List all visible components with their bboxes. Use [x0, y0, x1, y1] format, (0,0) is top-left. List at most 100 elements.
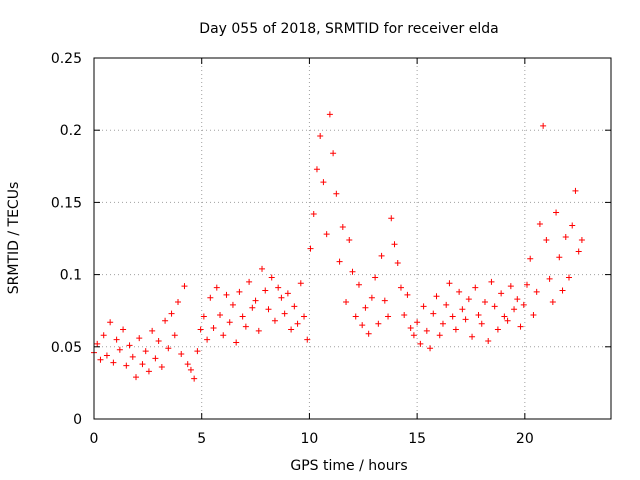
data-point — [378, 252, 385, 259]
data-point — [456, 288, 463, 295]
data-point — [417, 340, 424, 347]
grid-lines — [94, 58, 611, 419]
data-point — [110, 359, 117, 366]
data-point — [478, 320, 485, 327]
data-point — [116, 346, 123, 353]
data-point — [488, 278, 495, 285]
data-point — [207, 294, 214, 301]
data-point — [556, 254, 563, 261]
data-point — [330, 150, 337, 157]
data-point — [181, 283, 188, 290]
data-point — [175, 299, 182, 306]
data-point — [423, 327, 430, 334]
data-point — [139, 361, 146, 368]
chart-title: Day 055 of 2018, SRMTID for receiver eld… — [199, 21, 498, 37]
data-point — [242, 323, 249, 330]
y-tick-label: 0.1 — [60, 268, 82, 284]
data-point — [359, 322, 366, 329]
data-point — [194, 348, 201, 355]
data-point — [197, 326, 204, 333]
data-point — [559, 287, 566, 294]
data-point — [472, 284, 479, 291]
data-point — [171, 332, 178, 339]
data-point — [184, 361, 191, 368]
data-point — [520, 301, 527, 308]
data-point — [191, 375, 198, 382]
data-point — [262, 287, 269, 294]
data-point — [310, 210, 317, 217]
data-point — [265, 306, 272, 313]
data-point — [372, 274, 379, 281]
data-point — [443, 301, 450, 308]
data-point — [578, 236, 585, 243]
data-point — [149, 327, 156, 334]
data-point — [187, 366, 194, 373]
data-point — [326, 111, 333, 118]
data-point — [452, 326, 459, 333]
data-point — [546, 275, 553, 282]
data-point — [220, 332, 227, 339]
y-tick-label: 0.25 — [51, 51, 82, 67]
data-point — [404, 291, 411, 298]
data-point — [123, 362, 130, 369]
data-point — [346, 236, 353, 243]
data-point — [304, 336, 311, 343]
data-point — [339, 223, 346, 230]
data-point — [229, 301, 236, 308]
x-tick-label: 5 — [197, 431, 206, 447]
data-point — [239, 313, 246, 320]
data-point — [549, 299, 556, 306]
data-point — [530, 312, 537, 319]
data-point — [394, 260, 401, 267]
data-point — [536, 221, 543, 228]
data-point — [168, 310, 175, 317]
data-point — [291, 303, 298, 310]
data-point — [236, 288, 243, 295]
data-point — [120, 326, 127, 333]
x-tick-label: 15 — [408, 431, 426, 447]
data-point — [575, 248, 582, 255]
data-point — [301, 313, 308, 320]
data-point — [336, 258, 343, 265]
data-point — [436, 332, 443, 339]
data-point — [155, 338, 162, 345]
data-point — [465, 296, 472, 303]
plot-frame — [93, 57, 612, 420]
data-point — [217, 312, 224, 319]
data-point — [540, 122, 547, 129]
data-point — [523, 281, 530, 288]
data-point — [320, 179, 327, 186]
x-tick-label: 10 — [301, 431, 319, 447]
data-point — [133, 374, 140, 381]
x-axis-label: GPS time / hours — [290, 458, 407, 474]
data-point — [439, 320, 446, 327]
data-point — [572, 187, 579, 194]
data-point — [213, 284, 220, 291]
data-point — [446, 280, 453, 287]
data-point — [433, 293, 440, 300]
data-point — [562, 234, 569, 241]
data-point — [410, 332, 417, 339]
data-point — [152, 355, 159, 362]
data-point — [249, 304, 256, 311]
data-point — [317, 132, 324, 139]
data-point — [362, 304, 369, 311]
data-point — [343, 299, 350, 306]
data-point — [145, 368, 152, 375]
y-tick-label: 0 — [73, 412, 82, 428]
data-point — [385, 313, 392, 320]
data-points — [91, 111, 585, 382]
data-point — [226, 319, 233, 326]
data-point — [165, 345, 172, 352]
data-point — [275, 284, 282, 291]
x-ticks: 0 5 10 15 20 — [90, 58, 534, 447]
data-point — [511, 306, 518, 313]
data-point — [281, 310, 288, 317]
x-tick-label: 0 — [90, 431, 99, 447]
data-point — [349, 268, 356, 275]
data-point — [481, 299, 488, 306]
data-point — [388, 215, 395, 222]
data-point — [420, 303, 427, 310]
data-point — [427, 345, 434, 352]
data-point — [498, 290, 505, 297]
